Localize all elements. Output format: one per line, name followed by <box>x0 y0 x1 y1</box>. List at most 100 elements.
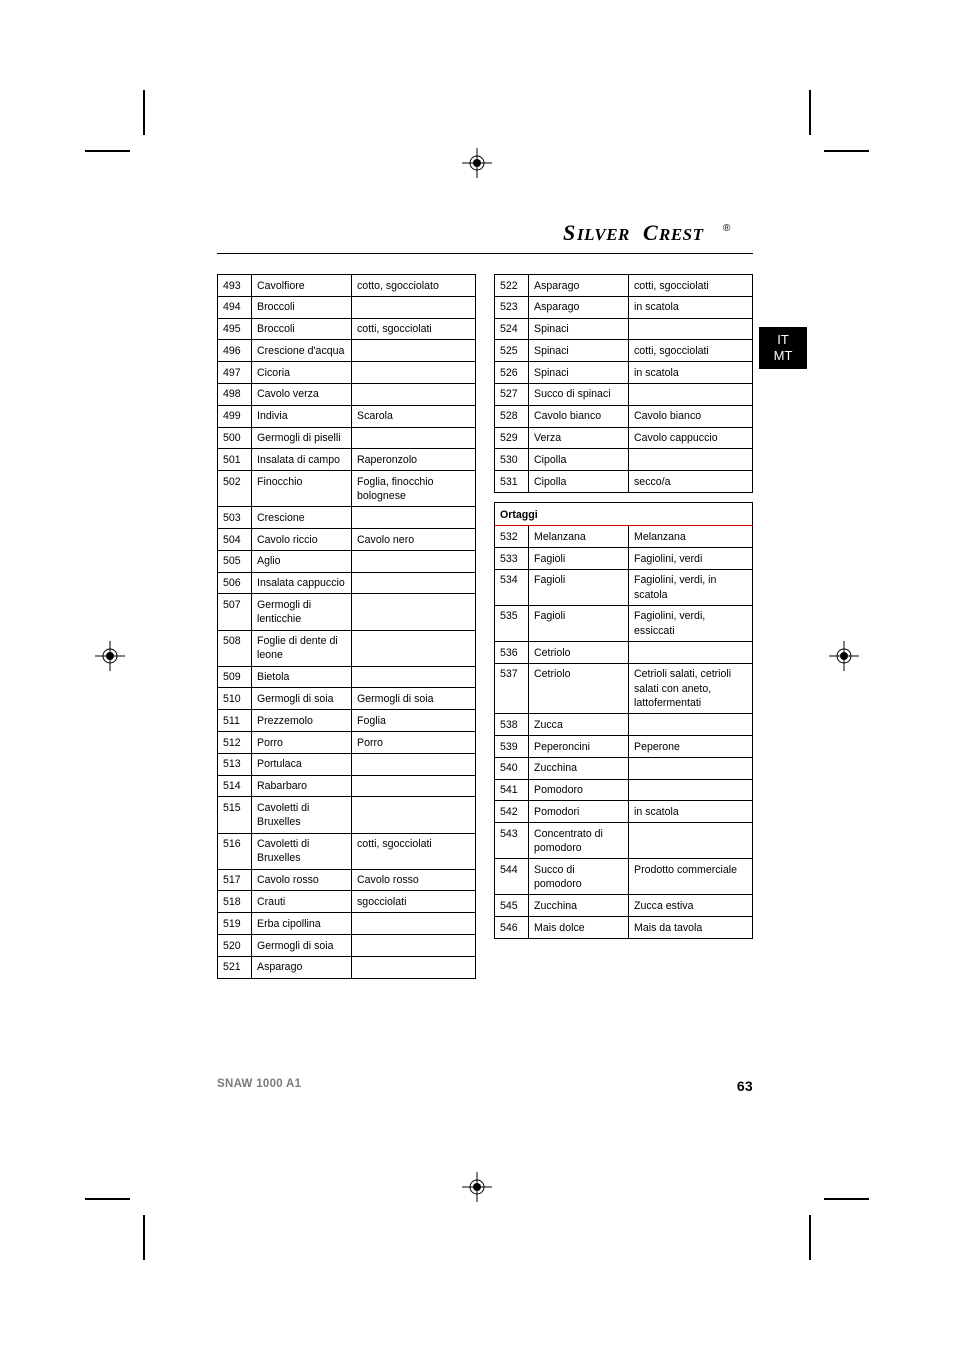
food-table-left: 493Cavolfiorecotto, sgocciolato494Brocco… <box>217 274 476 979</box>
row-detail: Cavolo rosso <box>352 869 476 891</box>
row-detail <box>629 383 753 405</box>
table-row: 535FagioliFagiolini, verdi, essiccati <box>495 605 753 641</box>
table-row: 494Broccoli <box>218 296 476 318</box>
row-detail <box>352 383 476 405</box>
food-table-right: 522Asparagocotti, sgocciolati523Asparago… <box>494 274 753 939</box>
row-name: Cetriolo <box>529 642 629 664</box>
row-detail: Foglia, finocchio bolognese <box>352 471 476 507</box>
row-name: Asparago <box>529 275 629 297</box>
lang-line-2: MT <box>759 348 807 364</box>
row-number: 506 <box>218 572 252 594</box>
row-detail: cotti, sgocciolati <box>629 340 753 362</box>
row-name: Spinaci <box>529 362 629 384</box>
row-detail: Porro <box>352 732 476 754</box>
row-number: 519 <box>218 913 252 935</box>
table-row: 502FinocchioFoglia, finocchio bolognese <box>218 471 476 507</box>
row-detail <box>352 956 476 978</box>
row-number: 509 <box>218 666 252 688</box>
table-row: 511PrezzemoloFoglia <box>218 710 476 732</box>
table-row: 509Bietola <box>218 666 476 688</box>
row-detail: Peperone <box>629 736 753 758</box>
row-number: 521 <box>218 956 252 978</box>
row-detail: cotti, sgocciolati <box>629 275 753 297</box>
row-name: Cavolo riccio <box>252 529 352 551</box>
row-name: Cavoletti di Bruxelles <box>252 833 352 869</box>
row-detail: secco/a <box>629 471 753 493</box>
row-detail: Mais da tavola <box>629 917 753 939</box>
row-name: Cavolfiore <box>252 275 352 297</box>
row-name: Cavolo verza <box>252 383 352 405</box>
row-name: Germogli di soia <box>252 688 352 710</box>
row-name: Aglio <box>252 550 352 572</box>
row-number: 511 <box>218 710 252 732</box>
row-detail <box>352 340 476 362</box>
table-row: 505Aglio <box>218 550 476 572</box>
row-name: Peperoncini <box>529 736 629 758</box>
row-number: 537 <box>495 663 529 713</box>
row-number: 540 <box>495 757 529 779</box>
table-row: 537CetrioloCetrioli salati, cetrioli sal… <box>495 663 753 713</box>
table-row: 521Asparago <box>218 956 476 978</box>
section-title: Ortaggi <box>495 502 753 525</box>
row-name: Indivia <box>252 405 352 427</box>
table-row: 542Pomodoriin scatola <box>495 801 753 823</box>
svg-text:®: ® <box>723 223 731 234</box>
row-detail: Cavolo cappuccio <box>629 427 753 449</box>
row-detail: Cavolo nero <box>352 529 476 551</box>
row-detail: Prodotto commerciale <box>629 859 753 895</box>
row-detail <box>352 507 476 529</box>
row-name: Cetriolo <box>529 663 629 713</box>
row-name: Succo di spinaci <box>529 383 629 405</box>
row-detail <box>352 550 476 572</box>
row-number: 495 <box>218 318 252 340</box>
row-name: Germogli di soia <box>252 935 352 957</box>
row-number: 538 <box>495 714 529 736</box>
row-number: 515 <box>218 797 252 833</box>
row-detail <box>352 296 476 318</box>
row-number: 510 <box>218 688 252 710</box>
row-number: 533 <box>495 548 529 570</box>
table-row: 546Mais dolceMais da tavola <box>495 917 753 939</box>
row-number: 546 <box>495 917 529 939</box>
row-number: 500 <box>218 427 252 449</box>
crop-mark <box>85 150 130 152</box>
row-detail: Scarola <box>352 405 476 427</box>
row-name: Fagioli <box>529 548 629 570</box>
row-detail <box>352 594 476 630</box>
row-name: Germogli di lenticchie <box>252 594 352 630</box>
row-name: Zucchina <box>529 757 629 779</box>
table-row: 496Crescione d'acqua <box>218 340 476 362</box>
row-detail: cotti, sgocciolati <box>352 833 476 869</box>
row-number: 494 <box>218 296 252 318</box>
table-row: 534FagioliFagiolini, verdi, in scatola <box>495 569 753 605</box>
row-detail <box>352 753 476 775</box>
row-detail: Fagiolini, verdi <box>629 548 753 570</box>
right-column: 522Asparagocotti, sgocciolati523Asparago… <box>494 274 753 979</box>
row-name: Zucchina <box>529 895 629 917</box>
row-number: 502 <box>218 471 252 507</box>
table-row: 504Cavolo riccioCavolo nero <box>218 529 476 551</box>
table-row: 506Insalata cappuccio <box>218 572 476 594</box>
row-name: Verza <box>529 427 629 449</box>
row-name: Spinaci <box>529 340 629 362</box>
row-number: 523 <box>495 296 529 318</box>
row-number: 505 <box>218 550 252 572</box>
row-name: Porro <box>252 732 352 754</box>
row-name: Cavolo rosso <box>252 869 352 891</box>
table-row: 544Succo di pomodoroProdotto commerciale <box>495 859 753 895</box>
row-name: Foglie di dente di leone <box>252 630 352 666</box>
row-detail: cotti, sgocciolati <box>352 318 476 340</box>
row-name: Pomodori <box>529 801 629 823</box>
table-row: 531Cipollasecco/a <box>495 471 753 493</box>
table-row: 501Insalata di campoRaperonzolo <box>218 449 476 471</box>
row-number: 529 <box>495 427 529 449</box>
row-number: 545 <box>495 895 529 917</box>
table-row: 495Broccolicotti, sgocciolati <box>218 318 476 340</box>
row-detail: Fagiolini, verdi, in scatola <box>629 569 753 605</box>
row-detail <box>352 775 476 797</box>
row-number: 535 <box>495 605 529 641</box>
row-number: 514 <box>218 775 252 797</box>
row-number: 525 <box>495 340 529 362</box>
row-number: 493 <box>218 275 252 297</box>
crop-mark <box>809 1215 811 1260</box>
